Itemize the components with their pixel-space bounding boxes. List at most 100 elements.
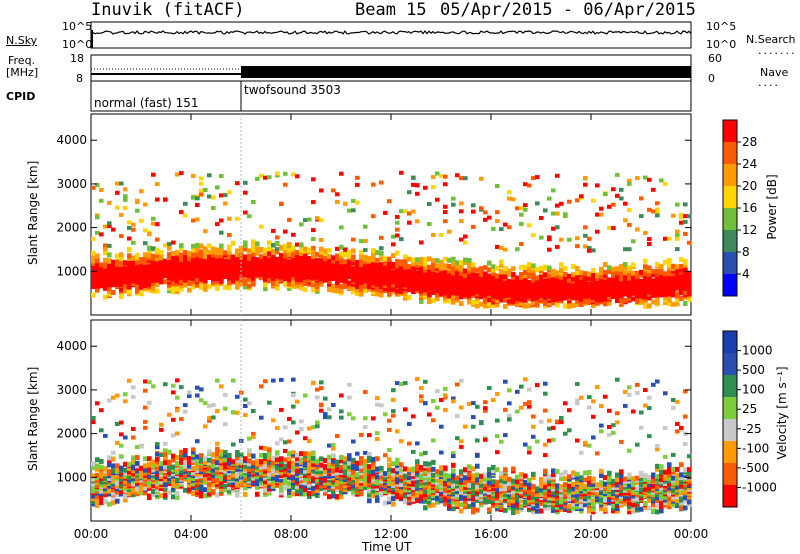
power-cell (615, 274, 620, 280)
velocity-cell (539, 480, 544, 486)
velocity-cell (247, 436, 252, 441)
velocity-cell (215, 477, 220, 483)
velocity-cell (223, 461, 228, 467)
power-cell (399, 279, 404, 285)
velocity-cell (143, 467, 148, 473)
velocity-cell (107, 398, 112, 403)
velocity-cell (235, 410, 240, 415)
power-cell (167, 285, 172, 291)
power-cell (227, 233, 232, 237)
power-cell (335, 253, 340, 259)
velocity-cell (251, 460, 256, 466)
power-cell (587, 248, 592, 253)
velocity-cell (299, 457, 304, 463)
power-cell (275, 173, 280, 178)
velocity-cell (439, 496, 444, 501)
velocity-cell (519, 405, 524, 410)
power-cell (267, 250, 272, 256)
power-cell (275, 249, 280, 255)
velocity-cell (515, 502, 520, 508)
power-cell (107, 281, 112, 287)
power-cell (587, 288, 592, 294)
velocity-cell (163, 451, 168, 457)
velocity-cell (311, 485, 316, 491)
power-cell (511, 282, 516, 288)
velocity-cell (103, 475, 108, 481)
power-cell (179, 282, 184, 288)
velocity-cell (131, 462, 136, 468)
power-cell (299, 282, 304, 288)
power-cell (487, 281, 492, 287)
velocity-cell (487, 475, 492, 481)
velocity-cell (419, 478, 424, 484)
power-cell (155, 247, 160, 253)
velocity-cell (227, 488, 232, 494)
power-cell (555, 296, 560, 302)
power-cell (643, 276, 648, 282)
power-cell (123, 197, 128, 202)
power-cell (95, 215, 100, 220)
power-cell (495, 219, 500, 223)
power-cell (391, 242, 396, 247)
velocity-cell (515, 483, 520, 489)
power-cell (247, 253, 252, 259)
velocity-cell (307, 491, 312, 497)
power-cell (379, 270, 384, 276)
power-cell (335, 246, 340, 251)
velocity-cell (515, 479, 520, 485)
velocity-cell (183, 463, 188, 469)
power-cell (619, 264, 624, 269)
velocity-cell (475, 438, 480, 443)
velocity-cell (383, 483, 388, 489)
power-cell (623, 265, 628, 271)
power-cell (595, 183, 600, 188)
velocity-cell (107, 491, 112, 497)
power-cell (367, 269, 372, 275)
velocity-cell (547, 505, 552, 511)
velocity-cell (451, 462, 456, 468)
velocity-cell (419, 386, 424, 391)
velocity-cell (271, 481, 276, 487)
velocity-cell (231, 464, 236, 470)
velocity-cell (495, 434, 500, 439)
power-cell (203, 254, 208, 260)
power-cell (663, 271, 668, 277)
power-cell (423, 264, 428, 270)
velocity-cell (431, 476, 436, 482)
velocity-cell (327, 473, 332, 479)
power-cell (243, 243, 248, 249)
velocity-cell (163, 441, 168, 446)
velocity-cell (439, 450, 444, 455)
power-cell (615, 270, 620, 276)
power-cell (671, 263, 676, 269)
velocity-cell (267, 486, 272, 492)
power-cell (119, 287, 124, 293)
power-cell (531, 263, 536, 269)
power-cell (263, 254, 268, 260)
velocity-cell (283, 480, 288, 485)
power-cell (539, 265, 544, 271)
velocity-cell (387, 499, 392, 505)
velocity-cell (147, 462, 152, 468)
power-cell (507, 282, 512, 288)
velocity-cell (243, 397, 248, 402)
velocity-cell (395, 457, 400, 463)
velocity-cell (99, 408, 104, 413)
velocity-cell (111, 450, 116, 455)
velocity-cell (571, 486, 576, 492)
velocity-cell (159, 493, 164, 499)
velocity-cell (247, 466, 252, 472)
power-cell (515, 290, 520, 296)
power-cell (123, 260, 128, 266)
velocity-cell (483, 494, 488, 500)
power-cell (459, 264, 464, 269)
velocity-cell (131, 385, 136, 390)
power-cell (115, 280, 120, 286)
power-cell (567, 288, 572, 294)
velocity-cell (415, 474, 420, 480)
velocity-cell (379, 403, 384, 408)
velocity-cell (375, 431, 380, 436)
power-cell (191, 256, 196, 262)
velocity-cell (471, 476, 476, 482)
power-cell (563, 276, 568, 282)
